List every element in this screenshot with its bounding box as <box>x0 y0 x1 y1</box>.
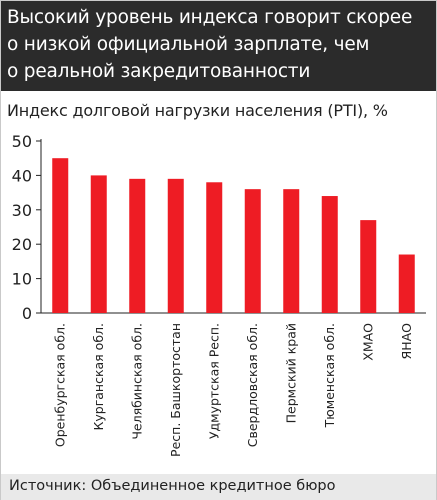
y-tick-label: 30 <box>12 201 32 220</box>
bars <box>52 158 415 313</box>
header-banner: Высокий уровень индекса говорит скорее о… <box>1 1 436 91</box>
chart-title: Индекс долговой нагрузки населения (PTI)… <box>7 101 388 120</box>
bar-chart: 0 10 20 30 40 50 Оренбургская обл. Курганская … <box>1 126 436 466</box>
bar <box>90 175 107 313</box>
bar-chart-svg: 0 10 20 30 40 50 Оренбургская обл. Курганская … <box>12 132 426 457</box>
bar <box>321 196 338 313</box>
bar <box>283 189 300 313</box>
x-tick-label: ХМАО <box>360 323 375 361</box>
x-tick-label: Респ. Башкортостан <box>168 323 183 457</box>
bar <box>360 220 377 313</box>
y-tick-label: 20 <box>12 235 32 254</box>
x-tick-label: Курганская обл. <box>91 323 106 431</box>
source-note: Источник: Объединенное кредитное бюро <box>9 478 336 494</box>
x-tick-label: Пермский край <box>283 323 298 423</box>
x-tick-label: Челябинская обл. <box>129 323 144 440</box>
headline-line-3: о реальной закредитованности <box>7 61 311 82</box>
bar <box>52 158 69 313</box>
headline-line-2: о низкой официальной зарплате, чем <box>7 34 370 55</box>
bar <box>206 182 223 313</box>
y-tick-label: 10 <box>12 270 32 289</box>
x-tick-label: Оренбургская обл. <box>52 323 67 447</box>
bar <box>129 178 146 313</box>
y-tick-label: 50 <box>12 132 32 151</box>
x-tick-label: ЯНАО <box>399 323 414 360</box>
bar <box>398 254 415 313</box>
y-tick-label: 40 <box>12 166 32 185</box>
bar <box>244 189 261 313</box>
source-bar: Источник: Объединенное кредитное бюро <box>1 474 436 500</box>
x-axis-labels: Оренбургская обл. Курганская обл. Челябинс… <box>52 323 414 457</box>
x-tick-label: Удмуртская Респ. <box>206 323 221 439</box>
x-tick-label: Свердловская обл. <box>245 323 260 447</box>
headline-line-1: Высокий уровень индекса говорит скорее <box>7 7 413 28</box>
y-tick-label: 0 <box>22 304 32 323</box>
y-axis-ticks: 0 10 20 30 40 50 <box>12 132 41 323</box>
bar <box>167 178 184 313</box>
x-tick-label: Тюменская обл. <box>322 323 337 428</box>
